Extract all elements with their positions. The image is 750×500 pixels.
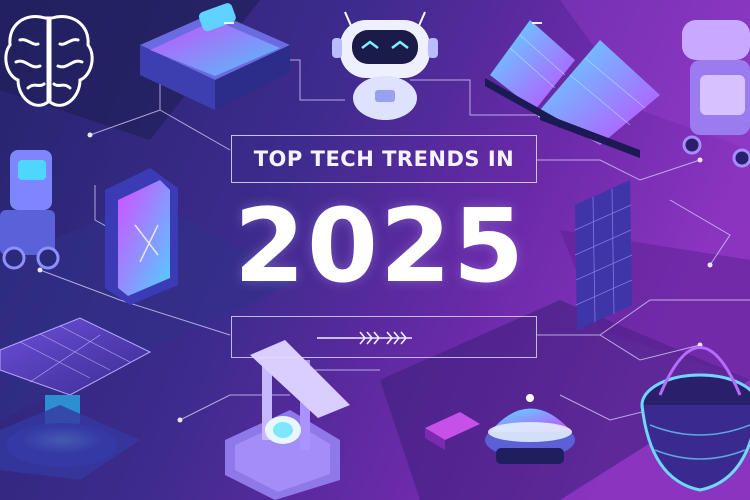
vr-headset-icon <box>140 3 290 110</box>
robot-arm-icon <box>225 340 350 500</box>
title-frame-tick-right <box>532 22 542 24</box>
solar-panel-icon <box>485 20 660 158</box>
glass-dome-icon <box>640 346 750 492</box>
circuit-board-icon <box>425 412 480 450</box>
vertical-panel-icon <box>574 180 633 330</box>
phone-device-icon <box>105 168 178 305</box>
drone-icon <box>485 394 575 464</box>
title-frame-tick-left <box>224 22 234 24</box>
year-display: 2025 <box>234 186 526 306</box>
brain-icon <box>4 15 94 107</box>
title-frame: TOP TECH TRENDS IN <box>231 135 537 183</box>
headline: TOP TECH TRENDS IN <box>253 147 515 171</box>
chevron-arrows-icon <box>317 331 412 345</box>
lower-frame <box>231 316 537 358</box>
robot-head-icon <box>332 11 438 120</box>
solar-station-icon <box>0 317 152 480</box>
robot-body-icon <box>682 20 750 168</box>
small-robot-icon <box>0 150 60 270</box>
